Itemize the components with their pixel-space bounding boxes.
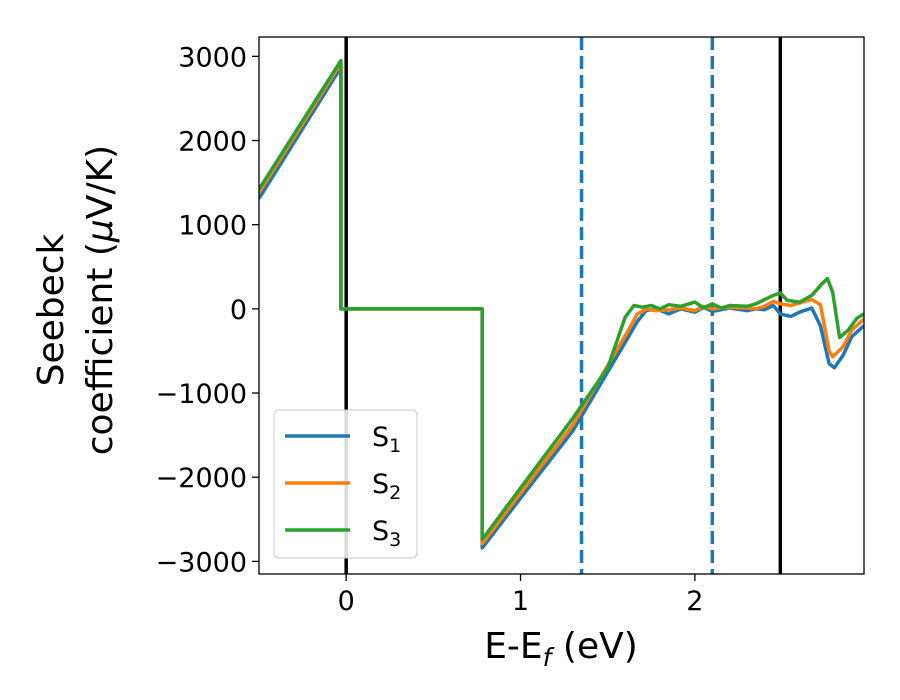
legend-label-s2: S2 [372,469,401,504]
y-tick-label: 0 [230,295,247,326]
series-line-s2 [259,61,864,546]
y-axis-label-mu: μ [80,219,121,243]
legend: S1 S2 S3 [273,409,418,559]
y-axis-label-line2-main: coefficient ( [80,242,121,455]
y-tick-label: −2000 [156,463,247,494]
y-axis-label-tail: V/K) [80,145,121,219]
x-tick-label: 0 [338,586,355,617]
x-axis-label-main: E-E [484,626,542,667]
plot-content [259,37,864,574]
series-line-s3 [259,58,864,542]
y-tick-label: 1000 [178,211,247,242]
y-axis-label-line1: Seebeck [31,233,72,386]
y-axis-ticks: −3000 −2000 −1000 0 1000 2000 3000 [156,42,259,578]
legend-label-s3: S3 [372,516,401,551]
plot-frame [258,36,865,575]
x-axis-label: E-Ef (eV) [484,626,638,672]
series-line-s1 [259,65,864,550]
x-tick-label: 2 [686,586,703,617]
x-axis-label-tail: (eV) [551,626,637,667]
y-tick-label: −1000 [156,379,247,410]
x-tick-label: 1 [512,586,529,617]
y-tick-label: 2000 [178,127,247,158]
x-axis-ticks: 0 1 2 [338,574,703,617]
y-tick-label: 3000 [178,42,247,73]
legend-label-s1: S1 [372,422,401,457]
y-axis-label-line2: coefficient (μV/K) [80,145,121,455]
y-tick-label: −3000 [156,547,247,578]
